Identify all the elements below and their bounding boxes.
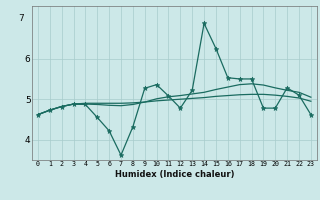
X-axis label: Humidex (Indice chaleur): Humidex (Indice chaleur) bbox=[115, 170, 234, 179]
Text: 7: 7 bbox=[18, 14, 24, 23]
